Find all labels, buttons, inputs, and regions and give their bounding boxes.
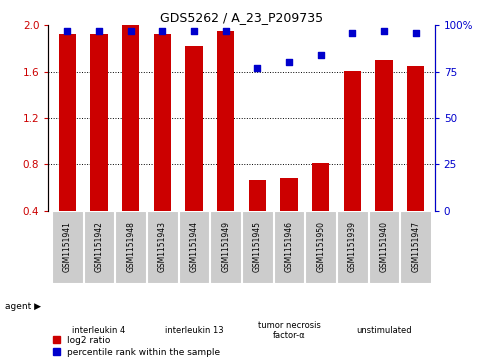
- Bar: [305, 211, 336, 283]
- Bar: [249, 180, 266, 211]
- Bar: [369, 211, 399, 283]
- Point: [158, 28, 166, 34]
- Text: GSM1151939: GSM1151939: [348, 221, 357, 272]
- Bar: [185, 46, 203, 211]
- Text: interleukin 4: interleukin 4: [72, 326, 126, 335]
- Bar: [400, 211, 431, 283]
- Bar: [217, 31, 234, 211]
- Bar: [407, 66, 425, 211]
- Text: GSM1151947: GSM1151947: [411, 221, 420, 272]
- Bar: [154, 33, 171, 211]
- Bar: [343, 70, 361, 211]
- Bar: [52, 211, 83, 283]
- Bar: [242, 211, 272, 283]
- Bar: [179, 211, 209, 283]
- Point: [285, 60, 293, 65]
- Bar: [84, 211, 114, 283]
- Bar: [211, 211, 241, 283]
- Text: unstimulated: unstimulated: [356, 326, 412, 335]
- Bar: [375, 60, 393, 211]
- Point: [412, 30, 420, 36]
- Point: [127, 28, 134, 34]
- Text: GSM1151942: GSM1151942: [95, 221, 103, 272]
- Text: agent ▶: agent ▶: [5, 302, 41, 311]
- Bar: [312, 163, 329, 211]
- Text: tumor necrosis
factor-α: tumor necrosis factor-α: [257, 321, 320, 340]
- Text: GSM1151950: GSM1151950: [316, 221, 325, 272]
- Bar: [115, 211, 146, 283]
- Bar: [280, 178, 298, 211]
- Text: GSM1151945: GSM1151945: [253, 221, 262, 272]
- Point: [95, 28, 103, 34]
- Point: [222, 28, 229, 34]
- Bar: [90, 33, 108, 211]
- Text: GSM1151948: GSM1151948: [126, 221, 135, 272]
- Text: GSM1151941: GSM1151941: [63, 221, 72, 272]
- Title: GDS5262 / A_23_P209735: GDS5262 / A_23_P209735: [160, 11, 323, 24]
- Text: GSM1151940: GSM1151940: [380, 221, 388, 272]
- Point: [317, 52, 325, 58]
- Point: [254, 65, 261, 71]
- Point: [349, 30, 356, 36]
- Point: [380, 28, 388, 34]
- Bar: [147, 211, 178, 283]
- Point: [63, 28, 71, 34]
- Text: GSM1151943: GSM1151943: [158, 221, 167, 272]
- Point: [190, 28, 198, 34]
- Text: GSM1151944: GSM1151944: [189, 221, 199, 272]
- Bar: [337, 211, 368, 283]
- Bar: [58, 33, 76, 211]
- Text: GSM1151946: GSM1151946: [284, 221, 294, 272]
- Text: interleukin 13: interleukin 13: [165, 326, 223, 335]
- Legend: log2 ratio, percentile rank within the sample: log2 ratio, percentile rank within the s…: [53, 336, 220, 357]
- Text: GSM1151949: GSM1151949: [221, 221, 230, 272]
- Bar: [274, 211, 304, 283]
- Bar: [122, 25, 140, 211]
